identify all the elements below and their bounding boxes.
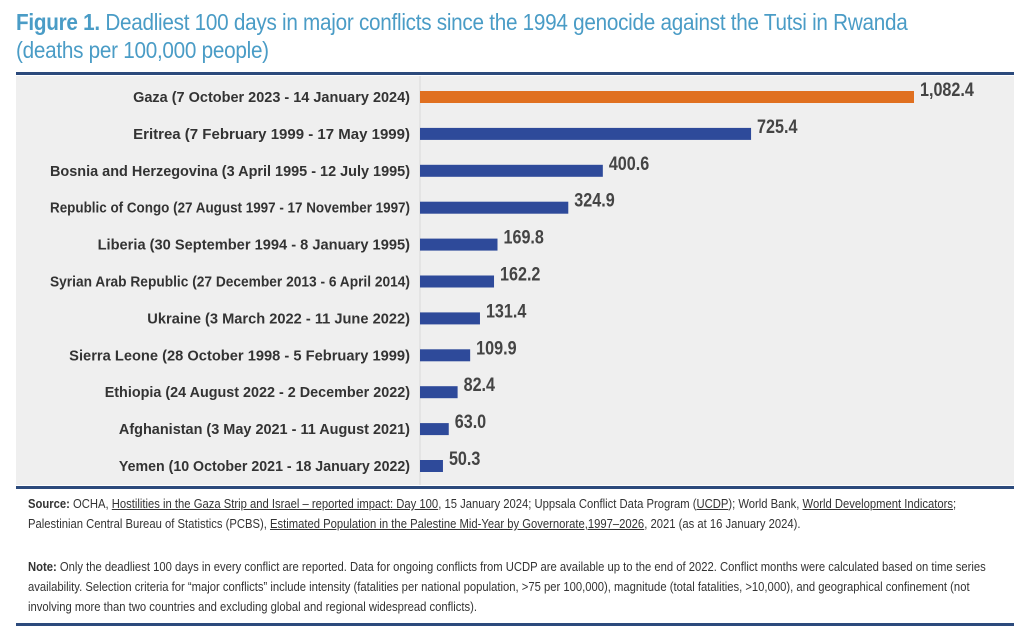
source-note: Source: OCHA, Hostilities in the Gaza St… [28,494,1005,534]
category-label: Liberia (30 September 1994 - 8 January 1… [98,238,411,254]
source-link[interactable]: Estimated Population in the Palestine Mi… [269,517,645,531]
source-label: Source: [28,497,70,511]
source-text: , 2021 (as at 16 January 2024). [644,517,801,531]
note-label: Note: [28,560,57,574]
chart-panel [16,76,1014,485]
bar [420,201,569,214]
bar [420,349,471,362]
category-label: Sierra Leone (28 October 1998 - 5 Februa… [69,348,410,364]
source-text: , 15 January 2024; Uppsala Conflict Data… [438,497,697,511]
value-label: 725.4 [757,116,798,138]
source-link[interactable]: World Development Indicators [802,497,954,511]
category-label: Ukraine (3 March 2022 - 11 June 2022) [147,311,410,327]
bar [420,312,480,325]
bar [420,386,458,399]
bar [420,275,495,288]
value-label: 82.4 [464,374,496,396]
category-label: Syrian Arab Republic (27 December 2013 -… [50,275,410,291]
category-label: Eritrea (7 February 1999 - 17 May 1999) [133,127,410,143]
note-text: Only the deadliest 100 days in every con… [28,560,986,614]
bar [420,127,752,140]
mid-rule [16,486,1014,489]
value-label: 1,082.4 [920,79,974,101]
bar [420,423,449,436]
category-label: Gaza (7 October 2023 - 14 January 2024) [133,90,410,106]
source-link[interactable]: UCDP [696,497,729,511]
category-label: Yemen (10 October 2021 - 18 January 2022… [119,459,410,475]
bar [420,238,498,251]
top-rule [16,72,1014,75]
value-label: 131.4 [486,300,527,322]
note: Note: Only the deadliest 100 days in eve… [28,557,1005,617]
source-text: ; Palestinian Central Bureau of Statisti… [28,497,957,531]
bar [420,91,914,103]
bar [420,460,443,472]
value-label: 109.9 [476,337,517,359]
value-label: 50.3 [449,448,481,470]
category-label: Republic of Congo (27 August 1997 - 17 N… [50,201,410,217]
value-label: 63.0 [455,411,487,433]
bar [420,164,603,177]
category-label: Afghanistan (3 May 2021 - 11 August 2021… [119,422,410,438]
title-text: Deadliest 100 days in major conflicts si… [99,9,908,35]
source-text: ); World Bank, [728,497,803,511]
source-link[interactable]: Hostilities in the Gaza Strip and Israel… [111,497,439,511]
value-label: 400.6 [609,153,650,175]
category-label: Ethiopia (24 August 2022 - 2 December 20… [105,385,410,401]
chart-subtitle: (deaths per 100,000 people) [16,37,269,63]
bottom-rule [16,623,1014,626]
source-text: OCHA, [69,497,112,511]
figure-number: Figure 1. [16,9,100,35]
category-label: Bosnia and Herzegovina (3 April 1995 - 1… [50,164,410,180]
chart-title: Figure 1. Deadliest 100 days in major co… [16,8,1015,64]
value-label: 169.8 [503,226,544,248]
value-label: 162.2 [500,263,541,285]
value-label: 324.9 [574,189,615,211]
